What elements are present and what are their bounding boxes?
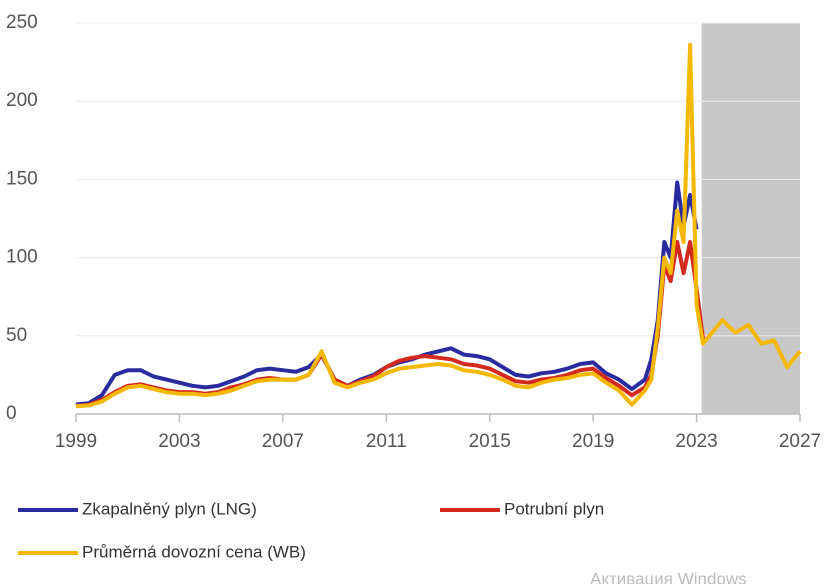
x-tick-label: 2011: [366, 431, 407, 452]
y-tick-label: 50: [6, 325, 27, 346]
y-tick-label: 200: [6, 90, 38, 111]
x-tick-label: 2007: [262, 431, 304, 452]
legend-label: Potrubní plyn: [504, 499, 604, 518]
legend-label: Průměrná dovozní cena (WB): [82, 542, 306, 561]
forecast-shade: [701, 23, 800, 414]
watermark: Активация Windows: [590, 569, 747, 584]
y-tick-label: 0: [6, 403, 17, 424]
x-tick-label: 2015: [469, 431, 511, 452]
x-tick-label: 2023: [675, 431, 717, 452]
x-tick-label: 2019: [572, 431, 614, 452]
y-tick-label: 250: [6, 12, 38, 33]
y-tick-label: 150: [6, 168, 38, 189]
y-tick-label: 100: [6, 247, 38, 268]
legend-label: Zkapalněný plyn (LNG): [82, 499, 257, 518]
series-line: [75, 42, 802, 409]
x-tick-label: 2003: [158, 431, 200, 452]
x-tick-label: 1999: [55, 431, 97, 452]
x-tick-label: 2027: [779, 431, 821, 452]
